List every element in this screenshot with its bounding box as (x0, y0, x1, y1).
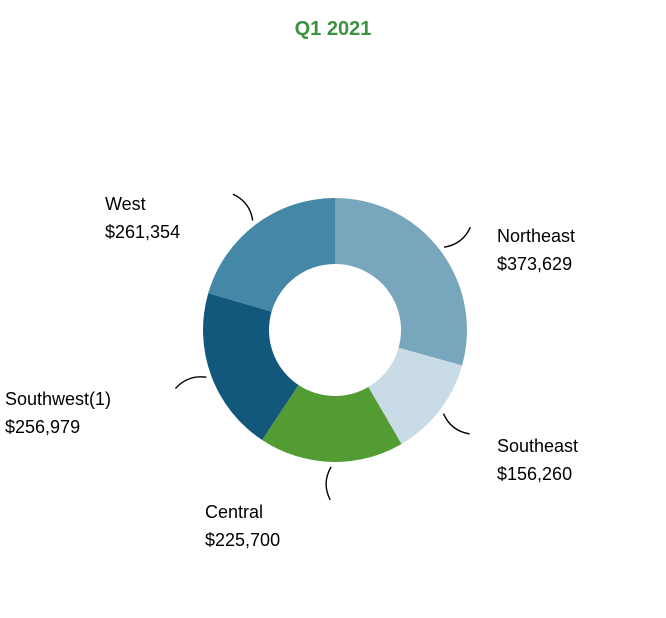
slice-label-name: Southeast (497, 436, 579, 456)
slice-southwest-1- (203, 293, 299, 440)
slice-southeast (368, 347, 463, 444)
slice-label-northeast: Northeast $373,629 (497, 222, 575, 278)
slice-label-name: Central (205, 502, 264, 522)
slice-label-value: $156,260 (497, 464, 573, 484)
slice-label-name: Northeast (497, 226, 576, 246)
leader-line-southeast (442, 413, 470, 435)
slice-label-central: Central $225,700 (205, 498, 280, 554)
slice-label-name: West (105, 194, 146, 214)
slice-label-value: $373,629 (497, 254, 573, 274)
chart-title: Q1 2021 (294, 18, 372, 40)
slice-label-value: $261,354 (105, 222, 181, 242)
leader-line-southwest-1- (174, 376, 207, 390)
slice-west (208, 197, 335, 312)
slice-northeast (335, 198, 467, 366)
leader-line-central (325, 466, 332, 501)
slice-label-southeast: Southeast $156,260 (497, 432, 578, 488)
slice-label-southwest-1-: Southwest(1) $256,979 (5, 385, 111, 441)
slice-label-west: West $261,354 (105, 190, 180, 246)
slice-label-value: $225,700 (205, 530, 281, 550)
leader-line-northeast (443, 226, 472, 248)
slice-label-value: $256,979 (5, 417, 81, 437)
slice-label-name: Southwest(1) (5, 389, 112, 409)
leader-line-west (232, 193, 254, 221)
slice-central (262, 385, 402, 462)
